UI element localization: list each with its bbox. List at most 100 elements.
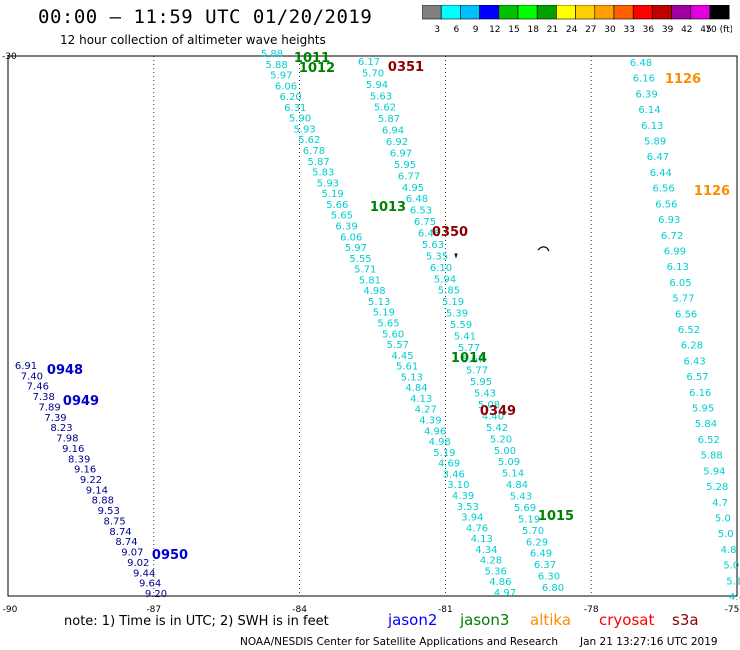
- wave-height-value: 5.87: [307, 157, 329, 168]
- wave-height-value: 8.39: [68, 454, 90, 465]
- wave-height-value: 5.97: [270, 71, 292, 82]
- island-shape: [454, 253, 458, 259]
- wave-height-value: 6.30: [538, 572, 560, 583]
- wave-height-value: 5.19: [442, 297, 464, 308]
- satellite-legend-item: altika: [530, 611, 571, 629]
- colorbar-label: 30: [604, 25, 616, 35]
- wave-height-value: 5.95: [692, 404, 714, 415]
- wave-height-value: 9.44: [133, 568, 155, 579]
- lon-tick-label: -78: [584, 605, 599, 615]
- wave-height-value: 5.63: [422, 240, 444, 251]
- wave-height-value: 4.7: [712, 498, 728, 509]
- wave-height-value: 4.28: [480, 556, 502, 567]
- colorbar-label: 18: [527, 25, 539, 35]
- wave-height-value: 5.36: [485, 566, 507, 577]
- wave-height-value: 5.41: [454, 331, 476, 342]
- wave-height-value: 6.80: [542, 583, 564, 594]
- wave-height-value: 4.84: [506, 480, 528, 491]
- wave-height-value: 9.02: [127, 558, 149, 569]
- wave-height-value: 5.87: [378, 114, 400, 125]
- wave-height-value: 4.40: [482, 411, 504, 422]
- wave-height-value: 5.88: [261, 49, 283, 60]
- lat-tick-label: -30: [2, 52, 17, 62]
- wave-height-value: 5.0: [715, 513, 731, 524]
- wave-height-value: 6.10: [430, 263, 452, 274]
- colorbar-label: 9: [473, 25, 479, 35]
- colorbar-label: 6: [454, 25, 460, 35]
- wave-height-value: 6.53: [410, 206, 432, 217]
- wave-height-value: 5.62: [374, 103, 396, 114]
- legend-row: note: 1) Time is in UTC; 2) SWH is in fe…: [64, 611, 699, 629]
- wave-height-value: 7.98: [56, 434, 78, 445]
- satellite-legend-item: jason2: [387, 611, 437, 629]
- colorbar-swatch: [709, 5, 730, 20]
- wave-height-value: 6.13: [641, 121, 663, 132]
- map-frame: [7, 55, 738, 597]
- wave-height-value: 3.10: [447, 480, 469, 491]
- wave-height-value: 5.60: [382, 329, 404, 340]
- colorbar-label: 39: [662, 25, 674, 35]
- wave-height-value: 6.17: [358, 57, 380, 68]
- track-jason2-0948-0950: 6.917.407.467.387.897.398.237.989.168.39…: [15, 361, 167, 600]
- wave-height-value: 6.37: [534, 560, 556, 571]
- wave-height-value: 6.31: [284, 103, 306, 114]
- wave-height-value: 5.61: [396, 362, 418, 373]
- wave-height-value: 6.52: [698, 435, 720, 446]
- wave-height-value: 5.20: [490, 434, 512, 445]
- wave-height-value: 5.62: [298, 135, 320, 146]
- wave-height-value: 9.07: [121, 548, 143, 559]
- wave-height-value: 6.06: [340, 232, 362, 243]
- wave-height-value: 6.48: [630, 58, 652, 69]
- wave-height-value: 8.75: [104, 516, 126, 527]
- wave-height-value: 6.44: [650, 168, 672, 179]
- wave-height-value: 8.88: [92, 496, 114, 507]
- colorbar-label: 33: [623, 25, 634, 35]
- wave-height-value: 5.88: [700, 451, 722, 462]
- wave-height-value: 3.53: [457, 502, 479, 513]
- lon-tick-label: -81: [438, 605, 453, 615]
- wave-height-value: 4.98: [363, 286, 385, 297]
- lon-tick-label: -75: [725, 605, 740, 615]
- wave-height-value: 5.65: [331, 211, 353, 222]
- wave-height-value: 5.28: [706, 482, 728, 493]
- wave-height-value: 5.42: [486, 423, 508, 434]
- wave-height-value: 5.70: [362, 68, 384, 79]
- wave-height-value: 6.39: [636, 89, 658, 100]
- island-shape: [537, 246, 550, 252]
- wave-height-value: 5.81: [359, 275, 381, 286]
- wave-height-value: 6.20: [280, 92, 302, 103]
- wave-height-value: 6.94: [382, 126, 404, 137]
- wave-height-value: 7.89: [39, 402, 61, 413]
- colorbar-label: 12: [489, 25, 500, 35]
- wave-height-value: 4.96: [424, 426, 446, 437]
- colorbar-label: 21: [547, 25, 558, 35]
- wave-height-value: 6.28: [681, 341, 703, 352]
- pass-time-label: 0350: [432, 225, 468, 240]
- wave-height-value: 4.76: [466, 523, 488, 534]
- wave-height-value: 5.19: [321, 189, 343, 200]
- wave-height-value: 5.63: [370, 91, 392, 102]
- wave-height-value: 8.74: [109, 527, 131, 538]
- wave-height-value: 4.95: [402, 183, 424, 194]
- wave-height-value: 6.48: [406, 194, 428, 205]
- wave-height-value: 6.92: [386, 137, 408, 148]
- wave-height-value: 6.29: [526, 537, 548, 548]
- wave-height-value: 6.13: [667, 262, 689, 273]
- satellite-legend-item: cryosat: [599, 611, 654, 629]
- wave-height-value: 5.19: [433, 448, 455, 459]
- wave-height-value: 6.99: [664, 246, 686, 257]
- wave-height-value: 5.00: [494, 446, 516, 457]
- wave-height-value: 5.95: [394, 160, 416, 171]
- wave-height-value: 6.43: [684, 356, 706, 367]
- wave-height-value: 5.59: [450, 320, 472, 331]
- wave-height-value: 7.39: [44, 413, 66, 424]
- wave-height-value: 5.89: [644, 137, 666, 148]
- wave-height-value: 5.77: [458, 343, 480, 354]
- wave-height-value: 7.46: [27, 382, 49, 393]
- colorbar-label: 70 (ft): [705, 25, 732, 35]
- pass-time-label: 1013: [370, 200, 406, 215]
- colorbar-label: 36: [643, 25, 655, 35]
- wave-height-value: 7.38: [33, 392, 55, 403]
- map-subtitle: 12 hour collection of altimeter wave hei…: [60, 33, 326, 47]
